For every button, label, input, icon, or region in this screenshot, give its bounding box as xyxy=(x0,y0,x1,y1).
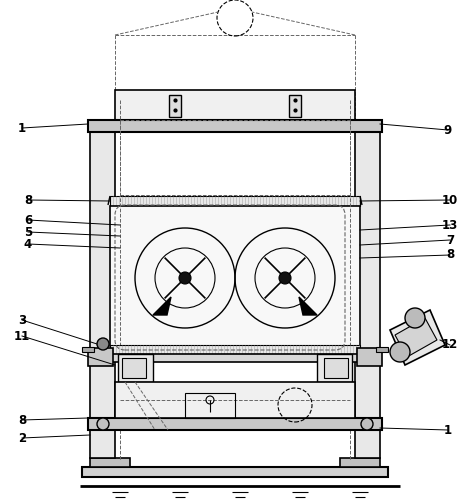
Circle shape xyxy=(279,272,291,284)
Bar xyxy=(169,95,181,117)
Bar xyxy=(110,354,360,362)
Bar xyxy=(110,196,360,206)
Bar xyxy=(115,90,355,125)
Bar xyxy=(355,120,380,458)
Text: 2: 2 xyxy=(18,431,26,444)
Circle shape xyxy=(361,418,373,430)
Bar xyxy=(357,348,382,366)
Bar xyxy=(185,393,235,418)
Text: 4: 4 xyxy=(24,237,32,250)
Polygon shape xyxy=(395,318,437,357)
Bar xyxy=(82,467,388,477)
Bar xyxy=(340,458,380,467)
Text: 10: 10 xyxy=(442,193,458,206)
Circle shape xyxy=(97,338,109,350)
Text: 1: 1 xyxy=(18,122,26,134)
Text: 6: 6 xyxy=(24,213,32,226)
Circle shape xyxy=(97,418,109,430)
Text: 8: 8 xyxy=(446,248,454,262)
Text: 9: 9 xyxy=(444,124,452,136)
Bar xyxy=(88,418,382,430)
Bar xyxy=(118,354,153,382)
Bar xyxy=(90,120,115,458)
Text: 1: 1 xyxy=(444,423,452,436)
Bar xyxy=(115,382,355,418)
Text: 3: 3 xyxy=(18,314,26,327)
Text: 7: 7 xyxy=(446,233,454,246)
Circle shape xyxy=(390,342,410,362)
Text: 11: 11 xyxy=(14,330,30,343)
Bar xyxy=(110,345,360,354)
Text: 8: 8 xyxy=(24,193,32,206)
Text: 12: 12 xyxy=(442,339,458,352)
Bar xyxy=(324,358,348,378)
Polygon shape xyxy=(153,297,171,315)
Bar xyxy=(376,347,388,352)
Bar xyxy=(88,348,113,366)
Text: 5: 5 xyxy=(24,225,32,238)
Polygon shape xyxy=(390,310,445,365)
Bar xyxy=(90,458,130,467)
Bar xyxy=(88,120,382,132)
Bar xyxy=(122,358,146,378)
Polygon shape xyxy=(299,297,317,315)
Text: 8: 8 xyxy=(18,413,26,426)
Circle shape xyxy=(405,308,425,328)
Bar xyxy=(317,354,352,382)
Bar xyxy=(110,206,360,346)
Bar xyxy=(82,347,94,352)
Text: 13: 13 xyxy=(442,218,458,231)
Circle shape xyxy=(179,272,191,284)
Bar xyxy=(289,95,301,117)
